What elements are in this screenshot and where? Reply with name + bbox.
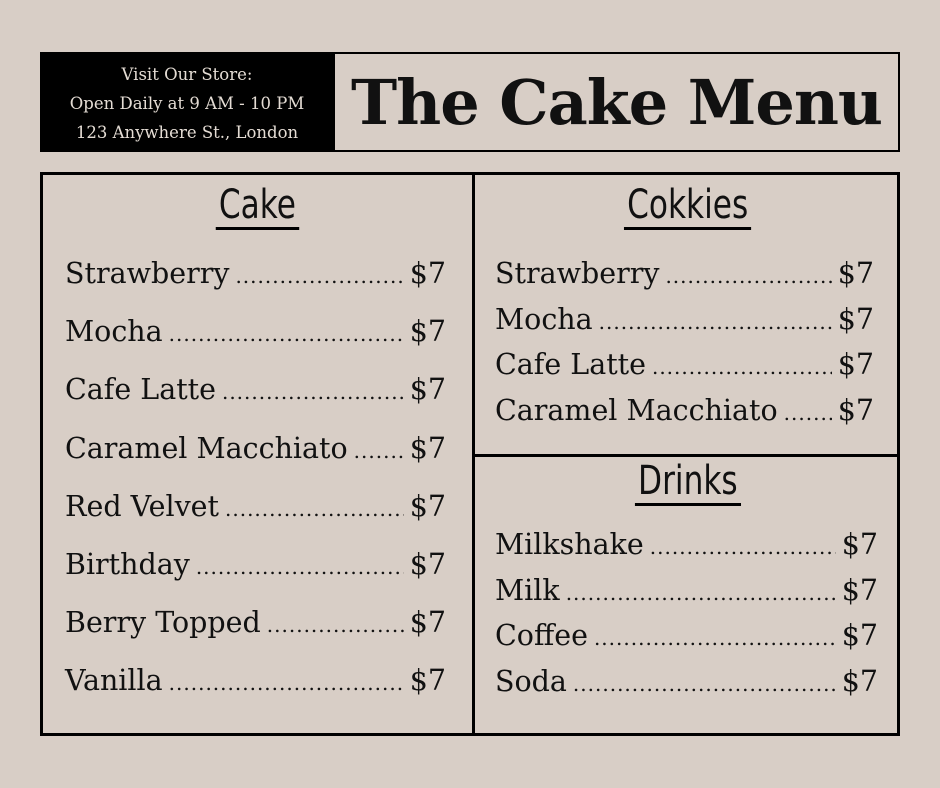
menu-item-name: Strawberry — [495, 257, 660, 290]
menu-item-price: $7 — [841, 619, 878, 653]
section-heading-text: Drinks — [634, 459, 741, 506]
section-drinks: Drinks Milkshake $7 Milk $7 Coffee $7 Soda $7 — [475, 457, 900, 733]
menu-item: Mocha $7 — [65, 315, 446, 348]
dot-leader — [354, 439, 404, 463]
menu-item-name: Caramel Macchiato — [65, 431, 348, 465]
menu-item-name: Mocha — [65, 315, 163, 349]
dot-leader — [169, 322, 404, 346]
dot-leader — [650, 535, 836, 559]
menu-item: Strawberry $7 — [65, 257, 446, 290]
dot-leader — [784, 401, 832, 425]
menu-item-price: $7 — [841, 573, 878, 607]
menu-item-price: $7 — [409, 489, 446, 523]
dot-leader — [222, 380, 404, 404]
store-visit-label: Visit Our Store: — [121, 65, 253, 84]
section-heading-text: Cokkies — [623, 183, 752, 230]
menu-item-price: $7 — [837, 257, 874, 290]
menu-item-name: Milk — [495, 573, 560, 607]
dot-leader — [573, 672, 836, 696]
dot-leader — [594, 626, 836, 650]
menu-item-price: $7 — [409, 548, 446, 581]
menu-item-name: Vanilla — [65, 664, 163, 698]
menu-item-name: Milkshake — [495, 528, 644, 561]
menu-item-price: $7 — [841, 528, 878, 561]
dot-leader — [566, 581, 836, 605]
section-heading: Cake — [43, 183, 472, 230]
menu-item-price: $7 — [841, 665, 878, 699]
menu-item: Vanilla $7 — [65, 664, 446, 697]
menu-item-price: $7 — [409, 373, 446, 407]
menu-item-price: $7 — [837, 302, 874, 336]
menu-item: Caramel Macchiato $7 — [495, 394, 874, 427]
menu-item-price: $7 — [837, 348, 874, 382]
menu-item-price: $7 — [409, 431, 446, 465]
dot-leader — [665, 264, 831, 288]
dot-leader — [196, 555, 404, 579]
menu-item-name: Cafe Latte — [495, 348, 646, 382]
store-hours: Open Daily at 9 AM - 10 PM — [69, 94, 305, 113]
horizontal-divider — [475, 454, 900, 457]
menu-item: Milk $7 — [495, 574, 878, 607]
menu-item: Mocha $7 — [495, 303, 874, 336]
menu-item-name: Coffee — [495, 619, 588, 653]
dot-leader — [652, 355, 832, 379]
menu-item: Cafe Latte $7 — [495, 348, 874, 381]
menu-item: Berry Topped $7 — [65, 606, 446, 639]
menu-item-name: Strawberry — [65, 257, 230, 290]
menu-item-price: $7 — [409, 257, 446, 290]
menu-item: Coffee $7 — [495, 619, 878, 652]
menu-item: Milkshake $7 — [495, 528, 878, 561]
vertical-divider — [472, 175, 475, 733]
dot-leader — [225, 497, 404, 521]
dot-leader — [169, 671, 404, 695]
dot-leader — [267, 613, 404, 637]
menu-item: Strawberry $7 — [495, 257, 874, 290]
menu-item-name: Soda — [495, 665, 567, 699]
menu-item-price: $7 — [409, 606, 446, 640]
store-info: Visit Our Store: Open Daily at 9 AM - 10… — [40, 52, 334, 152]
menu-item-price: $7 — [409, 664, 446, 698]
menu-item-name: Birthday — [65, 548, 190, 581]
section-heading: Drinks — [475, 459, 900, 506]
menu-item: Soda $7 — [495, 665, 878, 698]
section-heading: Cokkies — [475, 183, 900, 230]
page-title: The Cake Menu — [351, 65, 883, 139]
section-heading-text: Cake — [215, 183, 300, 230]
menu-item: Birthday $7 — [65, 548, 446, 581]
store-address: 123 Anywhere St., London — [75, 123, 299, 142]
menu-item-name: Red Velvet — [65, 489, 219, 523]
menu-item-price: $7 — [837, 394, 874, 428]
menu-item-name: Caramel Macchiato — [495, 394, 778, 428]
menu-item-name: Cafe Latte — [65, 373, 216, 407]
dot-leader — [235, 264, 403, 288]
menu-item: Caramel Macchiato $7 — [65, 432, 446, 465]
dot-leader — [599, 310, 832, 334]
menu-item: Cafe Latte $7 — [65, 373, 446, 406]
title-box: The Cake Menu — [333, 52, 900, 152]
menu-item-price: $7 — [409, 315, 446, 349]
menu-item-name: Mocha — [495, 302, 593, 336]
menu-item-name: Berry Topped — [65, 606, 261, 640]
menu-item: Red Velvet $7 — [65, 490, 446, 523]
